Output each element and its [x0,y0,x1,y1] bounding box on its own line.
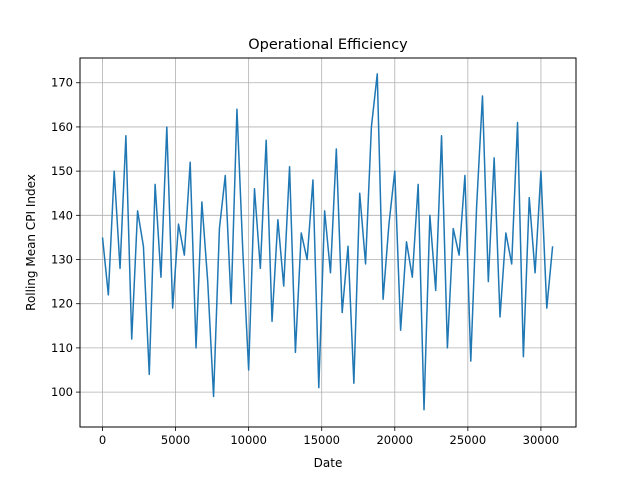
y-tick-label: 150 [51,164,73,178]
x-tick-label: 25000 [450,433,487,447]
y-tick-label: 140 [51,208,73,222]
axis-ticks: 0 5000 10000 15000 20000 25000 30000 100 110 120 1… [51,76,559,447]
x-tick-label: 0 [99,433,106,447]
axes-frame [79,57,577,428]
x-tick-label: 30000 [523,433,560,447]
y-tick-label: 110 [51,341,73,355]
grid-lines [80,58,576,427]
x-tick-label: 5000 [161,433,190,447]
x-axis-label: Date [314,456,343,470]
x-tick-label: 20000 [376,433,413,447]
x-tick-label: 15000 [303,433,340,447]
y-axis-label: Rolling Mean CPI Index [24,174,38,311]
y-tick-label: 160 [51,120,73,134]
plot-area [101,73,554,411]
x-tick-label: 10000 [230,433,267,447]
y-tick-label: 130 [51,253,73,267]
data-series-line [101,73,554,411]
chart-title: Operational Efficiency [248,37,408,53]
y-tick-label: 170 [51,76,73,90]
y-tick-label: 100 [51,385,73,399]
y-tick-label: 120 [51,297,73,311]
